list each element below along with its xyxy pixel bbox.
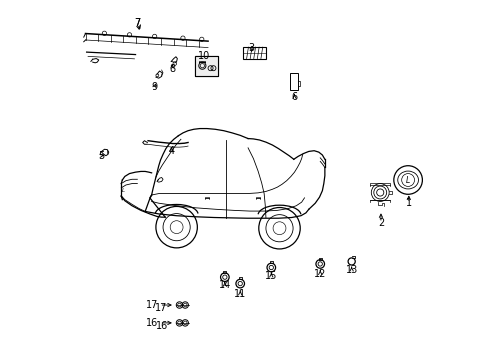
- Text: 5: 5: [98, 151, 104, 161]
- Bar: [195, 56, 218, 76]
- Text: L: L: [122, 188, 125, 193]
- Bar: [195, 56, 218, 76]
- Text: 14: 14: [218, 280, 230, 291]
- Bar: [290, 73, 298, 90]
- Bar: [195, 56, 218, 76]
- Text: 10: 10: [198, 51, 210, 61]
- Text: 4: 4: [168, 146, 174, 156]
- Text: 2: 2: [377, 218, 383, 228]
- Text: 7: 7: [134, 18, 140, 28]
- Text: 6: 6: [291, 92, 297, 102]
- Text: 16: 16: [145, 318, 158, 328]
- Text: 8: 8: [169, 64, 175, 74]
- Text: 17: 17: [145, 300, 158, 310]
- Text: 3: 3: [248, 43, 254, 53]
- Text: 12: 12: [313, 269, 326, 279]
- Text: 7: 7: [134, 18, 140, 28]
- Text: 17: 17: [155, 303, 167, 313]
- Text: L: L: [405, 176, 409, 185]
- Text: 13: 13: [345, 265, 357, 275]
- Text: 1: 1: [405, 198, 411, 208]
- Bar: [242, 47, 265, 59]
- Text: 11: 11: [234, 289, 246, 298]
- Text: 9: 9: [151, 82, 157, 92]
- Text: 15: 15: [264, 271, 277, 281]
- Text: 16: 16: [155, 321, 167, 331]
